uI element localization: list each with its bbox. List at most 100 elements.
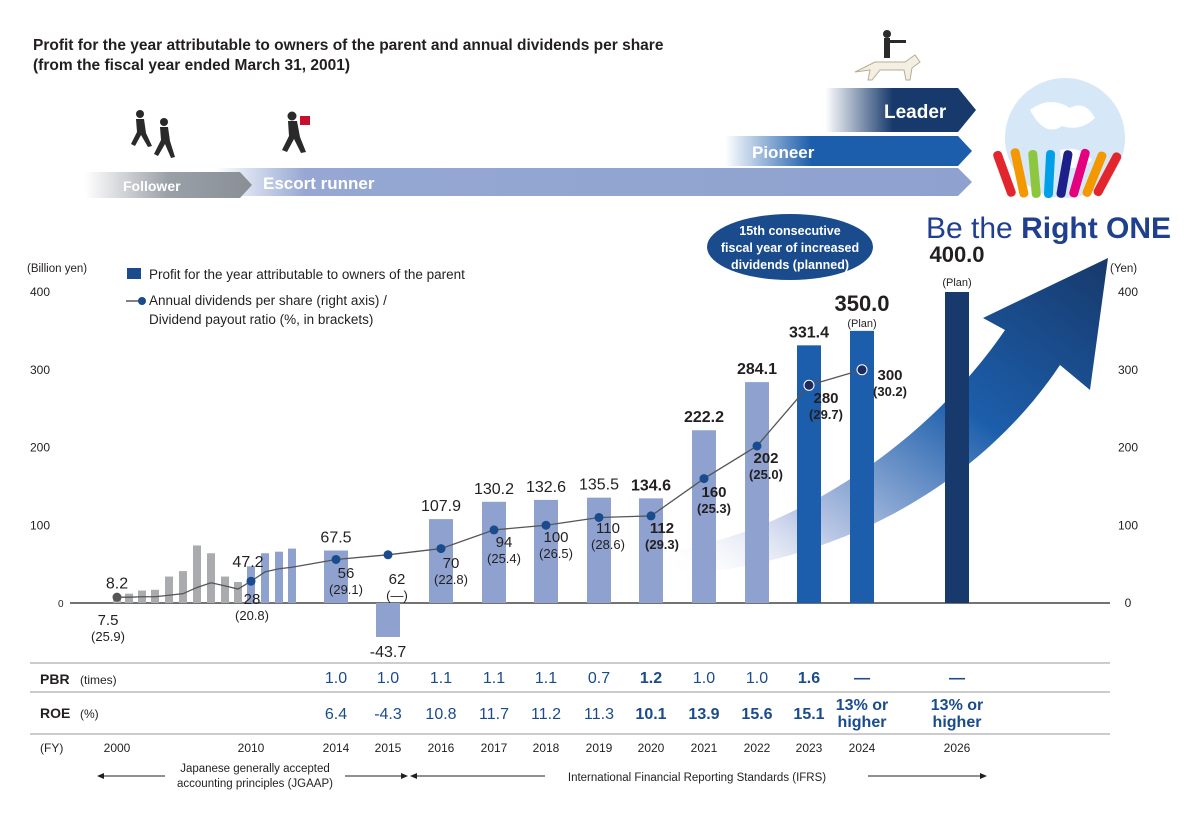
left-axis-unit: (Billion yen): [27, 263, 87, 275]
roe-value-2016: 10.8: [425, 706, 456, 723]
dividend-marker-2016: [436, 544, 446, 554]
profit-label-2023: 331.4: [789, 324, 829, 341]
dividend-marker-2014: [331, 554, 341, 564]
roe-value-2015: -4.3: [374, 706, 402, 723]
early-profit-bar: [193, 545, 201, 603]
payout-label-2015: (—): [386, 588, 408, 603]
dividend-line: [112, 364, 868, 602]
roe-value-2022: 15.6: [741, 706, 772, 723]
follower-label: Follower: [123, 178, 181, 194]
fy-2018: 2018: [533, 741, 560, 755]
profit-label-2015: -43.7: [370, 644, 407, 661]
dividend-label-2019: 110: [596, 520, 620, 537]
dividend-label-2014: 56: [338, 565, 355, 582]
profit-bar-2015: [376, 603, 400, 637]
early-profit-bar: [288, 548, 296, 603]
jgaap-label-2: accounting principles (JGAAP): [177, 778, 333, 790]
left-axis-tick: 0: [58, 599, 64, 610]
roe-value-2018: 11.2: [531, 706, 561, 723]
pbr-unit: (times): [80, 673, 117, 687]
left-axis-tick: 400: [30, 285, 50, 299]
pbr-value-2019: 0.7: [588, 670, 610, 687]
pbr-value-2023: 1.6: [798, 670, 820, 687]
roe-target-2026-line2: higher: [933, 714, 982, 731]
dividend-label-2018: 100: [543, 529, 568, 546]
payout-label-2021: (25.3): [697, 501, 731, 516]
chart-subtitle: (from the fiscal year ended March 31, 20…: [33, 57, 350, 74]
fy-2020: 2020: [638, 741, 665, 755]
fy-2019: 2019: [586, 741, 613, 755]
profit-bar-2021: [692, 430, 716, 603]
profit-label-2022: 284.1: [737, 361, 777, 378]
early-profit-bar: [125, 593, 133, 603]
pbr-value-2022: 1.0: [746, 670, 768, 687]
pbr-value-2024: —: [854, 670, 870, 687]
pbr-label: PBR: [40, 671, 70, 687]
right-axis-unit: (Yen): [1110, 263, 1137, 275]
profit-label-2016: 107.9: [421, 498, 461, 515]
right-axis-tick: 100: [1118, 518, 1138, 532]
payout-label-2016: (22.8): [434, 572, 468, 587]
dividend-marker-2017: [489, 525, 499, 535]
dividend-label-2010: 28: [244, 591, 261, 608]
early-profit-bar: [275, 551, 283, 603]
escort-runner-arrow: [215, 168, 972, 196]
fy-2010: 2010: [238, 741, 265, 755]
ifrs-label: International Financial Reporting Standa…: [568, 772, 826, 784]
profit-bar-2026: [945, 292, 969, 603]
fiscal-year-labels: 2000 2010 2014 2015 2016 2017 2018 2019 2020 2021…: [104, 741, 971, 755]
profit-label-2017: 130.2: [474, 481, 514, 498]
early-profit-bar: [179, 571, 187, 603]
jgaap-arrowhead-left: [97, 773, 104, 779]
early-profit-bar: [165, 576, 173, 603]
right-axis-tick: 200: [1118, 441, 1138, 455]
profit-bars: [324, 292, 969, 637]
fy-label: (FY): [40, 741, 63, 755]
fy-2017: 2017: [481, 741, 508, 755]
fy-2014: 2014: [323, 741, 350, 755]
dividend-marker-2024: [856, 364, 868, 376]
follower-arrow: [85, 172, 252, 198]
left-axis-tick: 100: [30, 518, 50, 532]
profit-label-2021: 222.2: [684, 409, 724, 426]
early-profit-bar: [261, 553, 269, 603]
profit-bar-2018: [534, 499, 558, 603]
roe-target-2024-line2: higher: [838, 714, 887, 731]
roe-value-2020: 10.1: [635, 706, 666, 723]
legend-line-label-2: Dividend payout ratio (%, in brackets): [149, 312, 373, 327]
legend-bar-swatch: [127, 268, 141, 279]
fy-2026: 2026: [944, 741, 971, 755]
runner-figures-icon: [131, 110, 310, 158]
early-profit-bar: [207, 553, 215, 603]
roe-value-2014: 6.4: [325, 706, 347, 723]
plan-note-2026: (Plan): [942, 277, 971, 289]
brand-slogan-light: Be the: [926, 212, 1021, 245]
payout-label-2010: (20.8): [235, 608, 269, 623]
pbr-value-2026: —: [949, 670, 965, 687]
brand-slogan: Be the Right ONE: [926, 212, 1171, 245]
payout-label-2019: (28.6): [591, 537, 625, 552]
accounting-standards: Japanese generally accepted accounting p…: [97, 763, 987, 790]
profit-label-2014: 67.5: [320, 530, 351, 547]
legend-line-marker: [138, 297, 146, 305]
fy-2022: 2022: [744, 741, 771, 755]
roe-value-2021: 13.9: [688, 706, 719, 723]
payout-label-2018: (26.5): [539, 546, 573, 561]
dividend-streak-bubble: 15th consecutive fiscal year of increase…: [707, 214, 873, 280]
pbr-value-2021: 1.0: [693, 670, 715, 687]
ifrs-arrowhead-left: [410, 773, 417, 779]
right-axis-tick: 300: [1118, 363, 1138, 377]
payout-label-2023: (29.7): [809, 407, 843, 422]
payout-label-2017: (25.4): [487, 551, 521, 566]
pbr-value-2020: 1.2: [640, 670, 662, 687]
dividend-label-2017: 94: [496, 534, 513, 551]
early-profit-bar: [221, 576, 229, 603]
profit-label-2010: 47.2: [232, 554, 263, 571]
roe-value-2019: 11.3: [584, 706, 614, 723]
dividend-label-2020: 112: [650, 520, 674, 537]
roe-target-2026-line1: 13% or: [931, 697, 983, 714]
pioneer-label: Pioneer: [752, 143, 815, 162]
profit-label-2024: 350.0: [834, 291, 889, 316]
brand-slogan-bold: Right ONE: [1021, 212, 1171, 245]
